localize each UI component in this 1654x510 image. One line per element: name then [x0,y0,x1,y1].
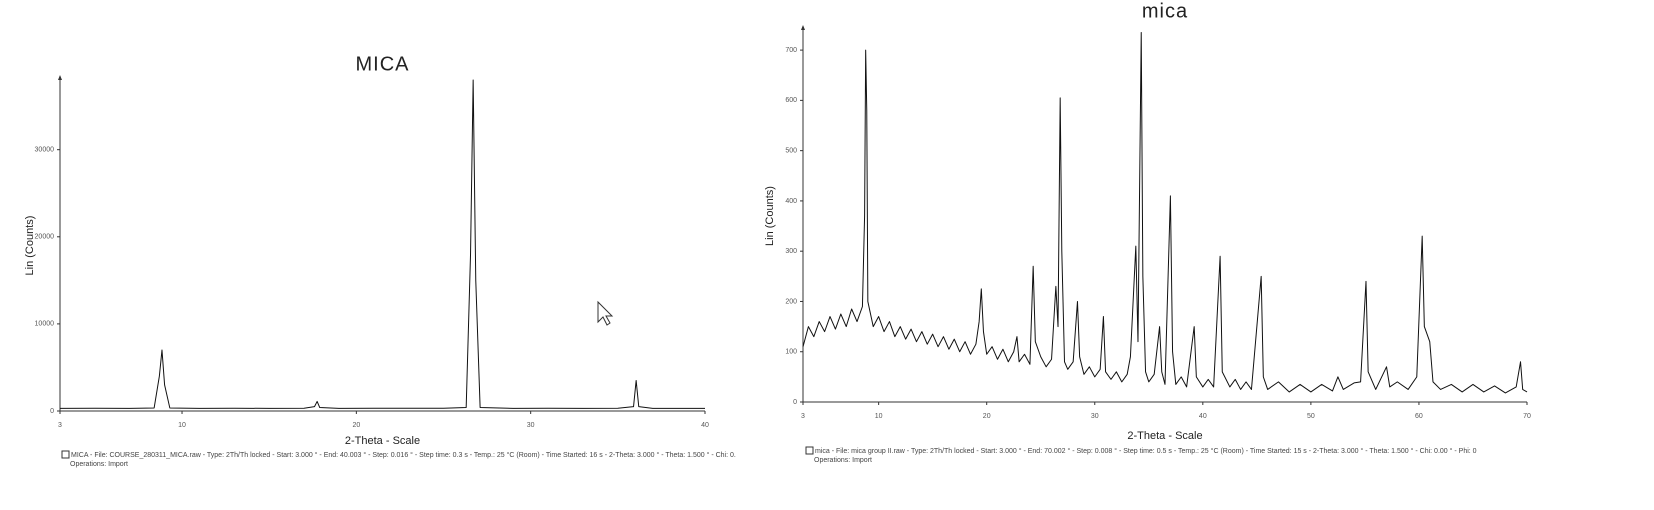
y-tick-label: 600 [785,97,797,104]
x-axis-label: 2-Theta - Scale [1127,430,1202,442]
y-tick-label: 500 [785,147,797,154]
x-tick-label: 3 [801,413,805,420]
data-line [802,32,1528,394]
y-tick-label: 0 [793,399,797,406]
chart-title: mica [1142,0,1188,22]
x-tick-label: 10 [875,413,883,420]
y-tick-label: 200 [785,298,797,305]
x-tick-label: 40 [1199,413,1207,420]
x-axis-label: 2-Theta - Scale [345,435,420,447]
y-tick-label: 10000 [35,321,55,328]
y-tick-label: 700 [785,47,797,54]
y-tick-label: 400 [785,198,797,205]
x-tick-label: 20 [352,422,360,429]
y-tick-label: 30000 [35,147,55,154]
x-tick-label: 30 [1091,413,1099,420]
x-tick-label: 20 [983,413,991,420]
axis-arrow [801,25,805,30]
y-tick-label: 0 [50,408,54,415]
y-tick-label: 300 [785,248,797,255]
x-tick-label: 50 [1307,413,1315,420]
x-tick-label: 40 [701,422,709,429]
x-tick-label: 70 [1523,413,1531,420]
x-tick-label: 3 [58,422,62,429]
data-line [59,79,705,409]
x-tick-label: 10 [178,422,186,429]
caption-icon [61,450,70,459]
caption-line: Operations: Import [814,457,872,464]
mouse-cursor [597,300,614,326]
caption-line: Operations: Import [70,461,128,468]
x-tick-label: 60 [1415,413,1423,420]
y-axis-label: Lin (Counts) [764,186,776,246]
y-tick-label: 20000 [35,234,55,241]
y-tick-label: 100 [785,349,797,356]
axis-arrow [58,75,62,80]
caption-line: MICA - File: COURSE_280311_MICA.raw - Ty… [71,451,736,459]
y-axis-label: Lin (Counts) [24,216,36,276]
caption-line: mica - File: mica group II.raw - Type: 2… [815,447,1477,455]
chart-title: MICA [356,53,410,75]
caption-icon [805,446,814,455]
x-tick-label: 30 [527,422,535,429]
